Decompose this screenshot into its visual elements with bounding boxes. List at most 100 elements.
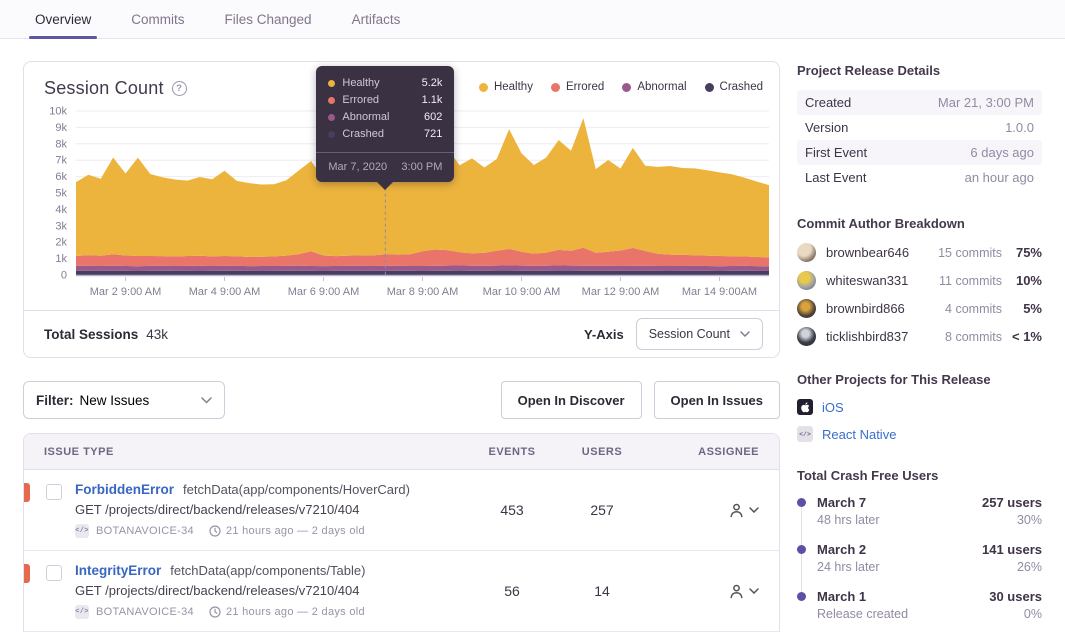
- release-tabbar: Overview Commits Files Changed Artifacts: [0, 0, 1065, 39]
- svg-text:Mar 8 9:00 AM: Mar 8 9:00 AM: [387, 286, 459, 298]
- yaxis-group: Y-Axis Session Count: [584, 318, 763, 350]
- legend-item-healthy[interactable]: Healthy: [478, 81, 533, 93]
- tab-files-changed[interactable]: Files Changed: [224, 11, 312, 27]
- legend-dot-icon: [704, 82, 714, 92]
- issue-checkbox[interactable]: [46, 484, 62, 500]
- session-chart-panel: Session Count ? Healthy Errored Abnormal Cr…: [23, 61, 780, 358]
- commit-author-row: brownbear646 15 commits 75%: [797, 243, 1042, 262]
- issue-name-link[interactable]: IntegrityError: [75, 563, 162, 578]
- issue-culprit: fetchData(app/components/Table): [170, 563, 366, 578]
- issue-filter-select[interactable]: Filter: New Issues: [23, 381, 225, 419]
- crash-free-sub: Release created: [817, 607, 909, 621]
- release-detail-row: Created Mar 21, 3:00 PM: [797, 90, 1042, 115]
- assignee-dropdown[interactable]: [647, 583, 759, 600]
- svg-text:9k: 9k: [55, 122, 67, 134]
- session-area-chart[interactable]: 0 1k 2k 3k 4k 5k 6k 7k 8k 9k 10k Mar 2 9:00 AM Mar 4…: [24, 103, 779, 303]
- chart-title: Session Count ?: [44, 78, 187, 99]
- crash-free-sub: 48 hrs later: [817, 513, 880, 527]
- svg-text:5k: 5k: [55, 188, 67, 200]
- total-sessions-value: 43k: [146, 326, 169, 342]
- assignee-dropdown[interactable]: [647, 502, 759, 519]
- author-percent: 10%: [1015, 273, 1042, 288]
- commit-author-row: brownbird866 4 commits 5%: [797, 299, 1042, 318]
- chart-plot-area[interactable]: 0 1k 2k 3k 4k 5k 6k 7k 8k 9k 10k Mar 2 9:00 AM Mar 4…: [24, 99, 779, 308]
- legend-dot-icon: [478, 82, 488, 92]
- issue-age-text: 21 hours ago — 2 days old: [225, 606, 365, 618]
- issue-meta: </> BOTANAVOICE-34 21 hours ago — 2 days o…: [75, 605, 467, 619]
- svg-text:10k: 10k: [49, 106, 67, 118]
- open-in-issues-button[interactable]: Open In Issues: [653, 381, 780, 419]
- svg-text:6k: 6k: [55, 171, 67, 183]
- crash-free-date: March 2: [817, 542, 867, 557]
- release-details-section: Project Release Details Created Mar 21, 3…: [797, 63, 1042, 190]
- commit-authors-section: Commit Author Breakdown brownbear646 15 c…: [797, 216, 1042, 346]
- detail-value: an hour ago: [964, 170, 1034, 185]
- tooltip-series-value: 602: [424, 111, 443, 123]
- other-project-link[interactable]: iOS: [797, 399, 1042, 415]
- tooltip-time: 3:00 PM: [401, 161, 443, 173]
- col-users: Users: [581, 445, 623, 458]
- issue-name-link[interactable]: ForbiddenError: [75, 482, 175, 497]
- issue-culprit: fetchData(app/components/HoverCard): [183, 482, 410, 497]
- crash-free-percent: 0%: [1023, 607, 1042, 621]
- legend-label: Healthy: [493, 81, 533, 93]
- filter-value: New Issues: [79, 392, 150, 408]
- svg-text:Mar 14 9:00AM: Mar 14 9:00AM: [682, 286, 757, 298]
- other-projects-section: Other Projects for This Release iOS </> Re…: [797, 372, 1042, 442]
- detail-key: First Event: [805, 145, 868, 160]
- crash-free-percent: 26%: [1016, 560, 1042, 574]
- tooltip-series-label: Abnormal: [342, 111, 390, 123]
- tab-commits[interactable]: Commits: [131, 11, 185, 27]
- legend-dot-icon: [622, 82, 632, 92]
- avatar: [797, 271, 816, 290]
- legend-item-abnormal[interactable]: Abnormal: [622, 81, 687, 93]
- open-in-discover-button[interactable]: Open In Discover: [500, 381, 642, 419]
- project-platform-icon: </>: [75, 605, 89, 619]
- detail-key: Version: [805, 120, 849, 135]
- crash-free-users: 141 users: [982, 542, 1042, 557]
- tooltip-footer: Mar 7, 2020 3:00 PM: [316, 153, 454, 182]
- avatar: [797, 299, 816, 318]
- avatar: [797, 327, 816, 346]
- issue-events-count: 56: [504, 583, 520, 599]
- svg-text:Mar 4 9:00 AM: Mar 4 9:00 AM: [189, 286, 261, 298]
- tab-overview[interactable]: Overview: [28, 0, 98, 39]
- author-percent: < 1%: [1012, 329, 1042, 344]
- tab-artifacts[interactable]: Artifacts: [351, 11, 401, 27]
- project-link-label: React Native: [822, 426, 897, 442]
- legend-item-crashed[interactable]: Crashed: [704, 81, 763, 93]
- crash-free-section: Total Crash Free Users March 7 257 users 4…: [797, 468, 1042, 621]
- filter-row: Filter: New Issues Open In Discover Open…: [23, 381, 780, 419]
- author-commit-count: 15 commits: [938, 245, 1002, 260]
- tooltip-series-label: Crashed: [342, 128, 384, 140]
- tooltip-series-value: 721: [424, 128, 443, 140]
- author-name: ticklishbird837: [826, 329, 909, 344]
- tooltip-row: Healthy 5.2k: [328, 75, 442, 92]
- project-link-label: iOS: [822, 399, 844, 415]
- other-project-link[interactable]: </> React Native: [797, 426, 1042, 442]
- detail-value: 6 days ago: [970, 145, 1034, 160]
- issue-row: IntegrityError fetchData(app/components/T…: [24, 550, 779, 631]
- issue-users-count: 14: [594, 583, 610, 599]
- issue-row: ForbiddenError fetchData(app/components/H…: [24, 470, 779, 550]
- yaxis-select[interactable]: Session Count: [635, 318, 763, 350]
- col-issue-type: Issue Type: [44, 445, 114, 458]
- issue-users-count: 257: [590, 502, 614, 518]
- tooltip-series-value: 1.1k: [421, 94, 443, 106]
- chart-footer: Total Sessions 43k Y-Axis Session Count: [24, 310, 779, 357]
- help-icon[interactable]: ?: [171, 81, 187, 96]
- error-level-bar: [24, 564, 30, 583]
- issue-checkbox[interactable]: [46, 565, 62, 581]
- svg-text:Mar 2 9:00 AM: Mar 2 9:00 AM: [90, 286, 162, 298]
- author-commit-count: 8 commits: [945, 329, 1002, 344]
- svg-text:0: 0: [61, 270, 67, 282]
- author-name: whiteswan331: [826, 273, 909, 288]
- code-icon: </>: [797, 426, 813, 442]
- tooltip-rows: Healthy 5.2k Errored 1.1k Abnormal 602 Crashed…: [316, 66, 454, 150]
- detail-key: Created: [805, 95, 852, 110]
- release-detail-row: First Event 6 days ago: [797, 140, 1042, 165]
- tooltip-row: Abnormal 602: [328, 109, 442, 126]
- issue-meta: </> BOTANAVOICE-34 21 hours ago — 2 days o…: [75, 524, 467, 538]
- total-sessions-label: Total Sessions: [44, 326, 139, 342]
- legend-item-errored[interactable]: Errored: [550, 81, 604, 93]
